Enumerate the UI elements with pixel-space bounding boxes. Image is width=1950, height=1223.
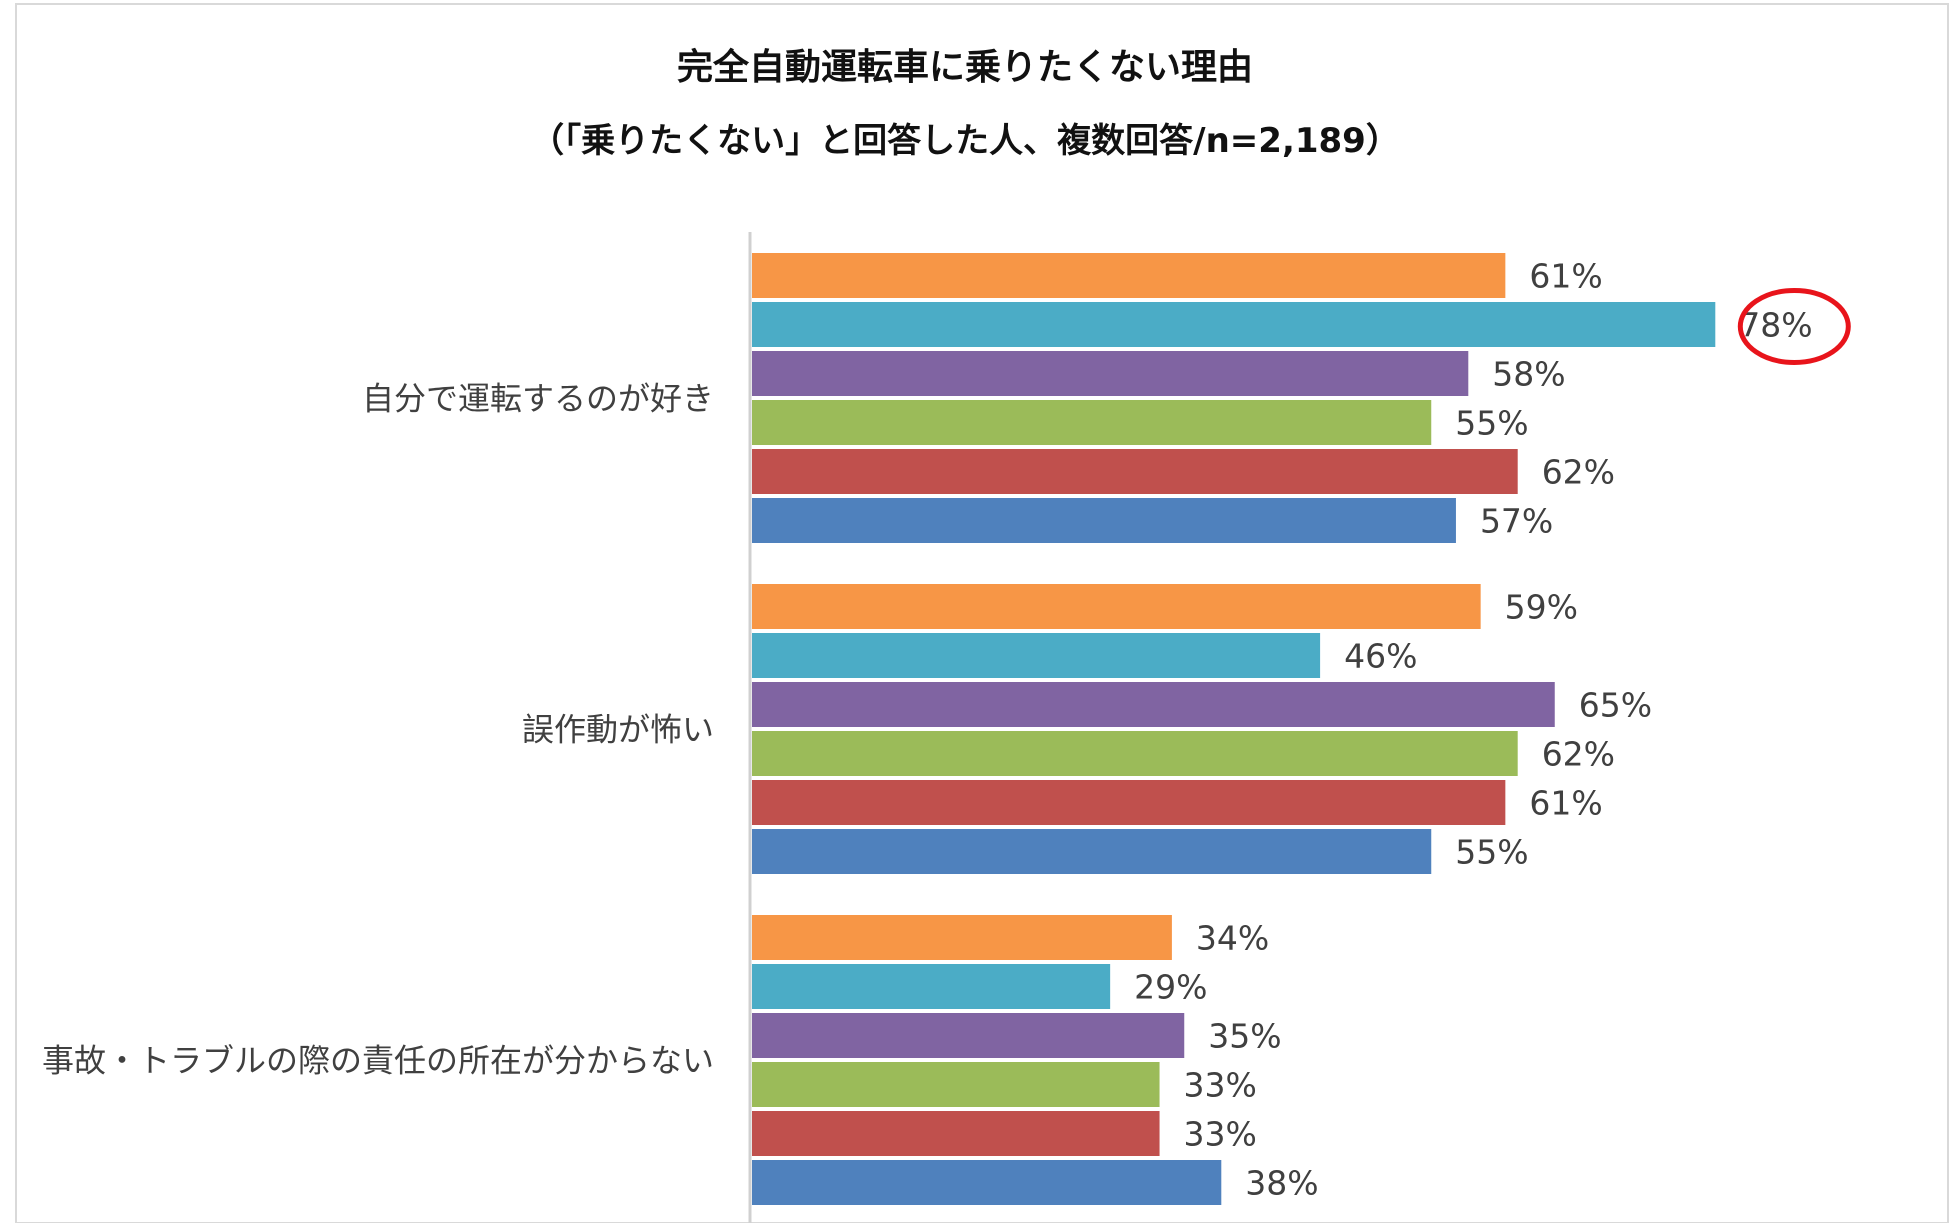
bar-series-2-cat-1 <box>752 302 1716 347</box>
labels-layer: 自分で運転するのが好き 61% 78% 58% 55% 62% 57% 誤作動が怖い 59% 46… <box>42 256 1851 1202</box>
bar-series-3-cat-3 <box>752 1013 1185 1058</box>
bar-series-2-cat-2 <box>752 633 1321 678</box>
bar-series-1-cat-2 <box>752 584 1481 629</box>
bar-series-5-cat-2 <box>752 780 1506 825</box>
bar-series-1-cat-3 <box>752 915 1172 960</box>
data-label: 61% <box>1529 783 1602 822</box>
bar-series-4-cat-3 <box>752 1062 1160 1107</box>
data-label: 62% <box>1542 452 1615 491</box>
category-label: 自分で運転するのが好き <box>362 380 714 418</box>
highlight-circle <box>1737 288 1851 365</box>
bar-series-3-cat-2 <box>752 682 1555 727</box>
data-label: 58% <box>1492 354 1565 393</box>
bar-series-2-cat-3 <box>752 964 1111 1009</box>
bar-series-5-cat-3 <box>752 1111 1160 1156</box>
bar-series-3-cat-1 <box>752 351 1469 396</box>
category-label: 誤作動が怖い <box>522 711 714 749</box>
data-label: 65% <box>1579 685 1652 724</box>
bar-series-6-cat-2 <box>752 829 1432 874</box>
category-label: 事故・トラブルの際の責任の所在が分からない <box>42 1042 714 1080</box>
data-label: 38% <box>1245 1163 1318 1202</box>
bars-layer <box>752 253 1716 1205</box>
data-label: 46% <box>1344 636 1417 675</box>
data-label: 34% <box>1196 918 1269 957</box>
bar-series-4-cat-2 <box>752 731 1518 776</box>
chart-subtitle: （「乗りたくない」と回答した人、複数回答/n=2,189） <box>530 121 1400 161</box>
data-label: 59% <box>1505 587 1578 626</box>
bar-series-1-cat-1 <box>752 253 1506 298</box>
bar-series-5-cat-1 <box>752 449 1518 494</box>
bar-series-4-cat-1 <box>752 400 1432 445</box>
data-label: 61% <box>1529 256 1602 295</box>
data-label: 55% <box>1455 832 1528 871</box>
data-label: 55% <box>1455 403 1528 442</box>
chart-title: 完全自動運転車に乗りたくない理由 <box>677 46 1253 88</box>
data-label: 33% <box>1184 1065 1257 1104</box>
data-label: 33% <box>1184 1114 1257 1153</box>
bar-series-6-cat-3 <box>752 1160 1222 1205</box>
data-label: 35% <box>1208 1016 1281 1055</box>
data-label: 29% <box>1134 967 1207 1006</box>
bar-series-6-cat-1 <box>752 498 1456 543</box>
data-label: 78% <box>1739 305 1812 344</box>
data-label: 57% <box>1480 501 1553 540</box>
data-label: 62% <box>1542 734 1615 773</box>
